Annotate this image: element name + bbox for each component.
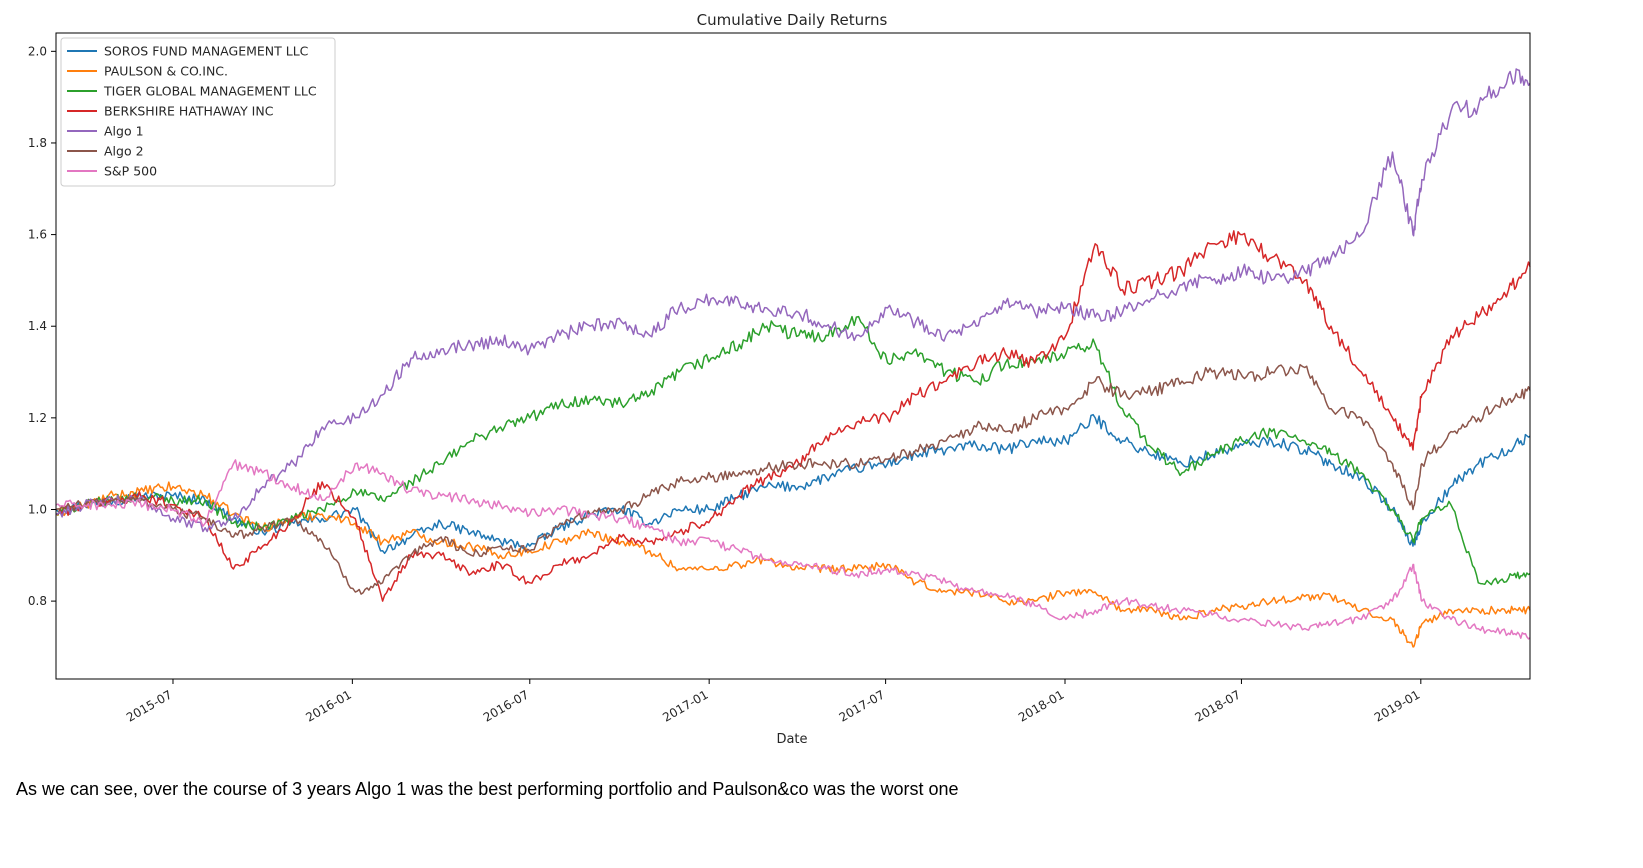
legend-label: S&P 500 xyxy=(104,164,157,179)
legend-label: SOROS FUND MANAGEMENT LLC xyxy=(104,44,309,59)
x-axis: 2015-07 2016-01 2016-07 2017-01 2017-07 2018-… xyxy=(124,679,1422,725)
caption-text: As we can see, over the course of 3 year… xyxy=(16,779,959,799)
x-tick-label: 2017-01 xyxy=(660,687,710,724)
x-tick-label: 2016-07 xyxy=(481,687,531,724)
y-tick-label: 1.2 xyxy=(28,411,47,425)
x-tick-label: 2018-07 xyxy=(1193,687,1243,724)
legend: SOROS FUND MANAGEMENT LLC PAULSON & CO.IN… xyxy=(60,37,336,187)
legend-label: TIGER GLOBAL MANAGEMENT LLC xyxy=(103,84,317,99)
series-line-5 xyxy=(55,68,1531,533)
y-tick-label: 0.8 xyxy=(28,594,47,608)
plot-frame xyxy=(55,32,1531,680)
series-line-1 xyxy=(55,413,1531,555)
legend-label: Algo 2 xyxy=(104,144,144,159)
series-line-4 xyxy=(56,230,1531,602)
legend-label: Algo 1 xyxy=(104,124,144,139)
x-tick-label: 2017-07 xyxy=(837,687,887,724)
y-tick-label: 1.4 xyxy=(28,319,47,333)
y-axis: 0.8 1.0 1.2 1.4 1.6 1.8 2.0 xyxy=(28,44,56,608)
legend-label: PAULSON & CO.INC. xyxy=(104,64,228,79)
plot-lines xyxy=(55,68,1531,648)
x-tick-label: 2015-07 xyxy=(124,687,174,724)
y-tick-label: 1.6 xyxy=(28,228,47,242)
legend-label: BERKSHIRE HATHAWAY INC xyxy=(104,104,274,119)
cumulative-returns-chart: Cumulative Daily Returns 0.8 1.0 1.2 1.4 1.6… xyxy=(28,11,1531,747)
series-line-3 xyxy=(55,315,1531,586)
y-tick-label: 2.0 xyxy=(28,44,47,58)
y-tick-label: 1.0 xyxy=(28,502,47,516)
y-tick-label: 1.8 xyxy=(28,136,47,150)
series-line-6 xyxy=(55,363,1531,595)
x-tick-label: 2019-01 xyxy=(1372,687,1422,724)
x-axis-title: Date xyxy=(776,732,807,747)
series-line-7 xyxy=(55,459,1531,640)
chart-title: Cumulative Daily Returns xyxy=(697,11,888,29)
x-tick-label: 2018-01 xyxy=(1016,687,1066,724)
x-tick-label: 2016-01 xyxy=(303,687,353,724)
legend-box xyxy=(60,37,336,187)
